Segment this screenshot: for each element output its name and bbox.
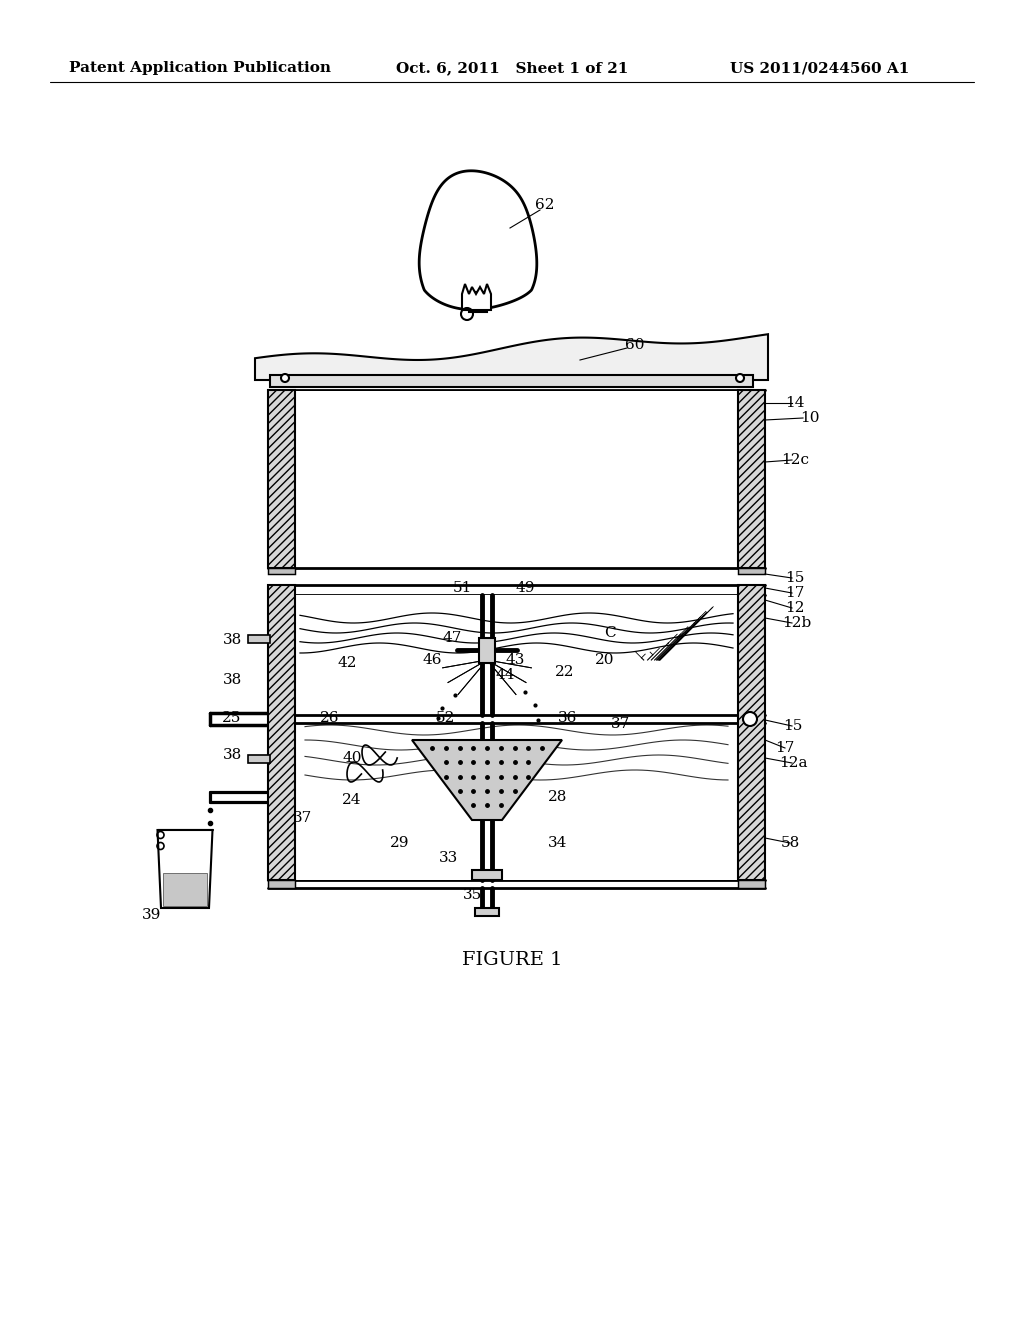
Text: 20: 20 bbox=[595, 653, 614, 667]
Text: 38: 38 bbox=[222, 673, 242, 686]
Text: 44: 44 bbox=[496, 668, 515, 682]
Bar bbox=[469, 292, 487, 312]
Text: 51: 51 bbox=[453, 581, 472, 595]
Bar bbox=[295, 391, 738, 568]
Text: 36: 36 bbox=[558, 711, 578, 725]
Text: Patent Application Publication: Patent Application Publication bbox=[69, 61, 331, 75]
Polygon shape bbox=[462, 284, 490, 310]
Text: C: C bbox=[604, 626, 615, 640]
Text: 17: 17 bbox=[785, 586, 805, 601]
Bar bbox=[270, 375, 753, 387]
Text: 52: 52 bbox=[435, 711, 455, 725]
Text: 12a: 12a bbox=[778, 756, 807, 770]
Bar bbox=[738, 880, 765, 888]
Bar bbox=[268, 568, 295, 574]
Text: 26: 26 bbox=[321, 711, 340, 725]
Text: 25: 25 bbox=[222, 711, 242, 725]
Bar bbox=[268, 389, 295, 568]
Bar bbox=[479, 638, 495, 663]
Bar bbox=[248, 755, 270, 763]
Text: 60: 60 bbox=[626, 338, 645, 352]
Text: 39: 39 bbox=[142, 908, 162, 921]
Bar bbox=[738, 568, 765, 574]
Text: 10: 10 bbox=[800, 411, 820, 425]
Text: 62: 62 bbox=[536, 198, 555, 213]
Bar bbox=[248, 635, 270, 643]
Text: 12c: 12c bbox=[781, 453, 809, 467]
Circle shape bbox=[281, 374, 289, 381]
Bar bbox=[738, 389, 765, 568]
Text: 29: 29 bbox=[390, 836, 410, 850]
Text: 33: 33 bbox=[438, 851, 458, 865]
Text: 38: 38 bbox=[223, 634, 243, 647]
Bar bbox=[295, 595, 738, 880]
Text: 12: 12 bbox=[785, 601, 805, 615]
Text: 28: 28 bbox=[548, 789, 567, 804]
Polygon shape bbox=[158, 830, 213, 908]
Text: US 2011/0244560 A1: US 2011/0244560 A1 bbox=[730, 61, 909, 75]
Text: 37: 37 bbox=[293, 810, 311, 825]
Polygon shape bbox=[419, 170, 537, 310]
Text: 12b: 12b bbox=[782, 616, 812, 630]
Text: 40: 40 bbox=[342, 751, 361, 766]
Text: 46: 46 bbox=[422, 653, 441, 667]
Bar bbox=[738, 585, 765, 880]
Text: 58: 58 bbox=[780, 836, 800, 850]
Text: 35: 35 bbox=[463, 888, 481, 902]
Text: 22: 22 bbox=[555, 665, 574, 678]
Text: Oct. 6, 2011   Sheet 1 of 21: Oct. 6, 2011 Sheet 1 of 21 bbox=[396, 61, 628, 75]
Bar bbox=[268, 585, 295, 880]
Text: 49: 49 bbox=[515, 581, 535, 595]
Text: 14: 14 bbox=[785, 396, 805, 411]
Text: 38: 38 bbox=[222, 748, 242, 762]
Bar bbox=[163, 873, 207, 906]
Bar bbox=[268, 880, 295, 888]
Bar bbox=[472, 870, 502, 880]
Polygon shape bbox=[412, 741, 562, 820]
Text: 43: 43 bbox=[505, 653, 524, 667]
Text: 37: 37 bbox=[610, 717, 630, 731]
Text: 24: 24 bbox=[342, 793, 361, 807]
Circle shape bbox=[743, 711, 757, 726]
Text: 47: 47 bbox=[442, 631, 462, 645]
Text: 15: 15 bbox=[785, 572, 805, 585]
Circle shape bbox=[736, 374, 744, 381]
Polygon shape bbox=[255, 334, 768, 380]
Text: 42: 42 bbox=[337, 656, 356, 671]
Text: 17: 17 bbox=[775, 741, 795, 755]
Text: 34: 34 bbox=[548, 836, 567, 850]
Text: 15: 15 bbox=[783, 719, 803, 733]
Text: FIGURE 1: FIGURE 1 bbox=[462, 950, 562, 969]
Bar bbox=[475, 908, 499, 916]
